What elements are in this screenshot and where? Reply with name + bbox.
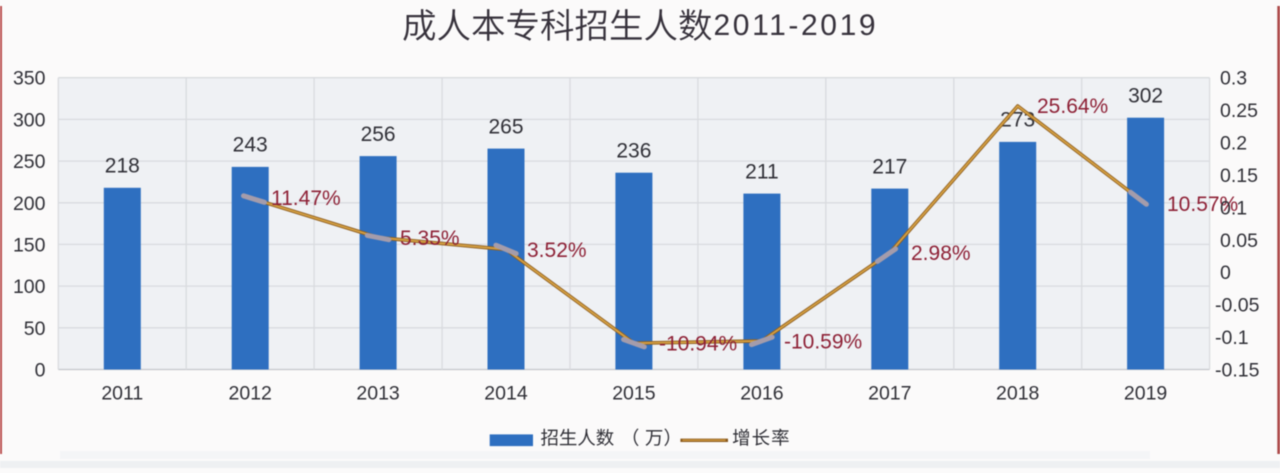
svg-text:0.1: 0.1 bbox=[1220, 197, 1247, 219]
svg-text:218: 218 bbox=[105, 155, 140, 178]
svg-text:2016: 2016 bbox=[740, 383, 783, 405]
svg-text:0.3: 0.3 bbox=[1220, 68, 1247, 90]
svg-text:256: 256 bbox=[361, 123, 396, 146]
svg-text:-0.1: -0.1 bbox=[1215, 327, 1249, 349]
svg-text:236: 236 bbox=[616, 139, 651, 162]
svg-text:2018: 2018 bbox=[996, 383, 1039, 405]
svg-text:200: 200 bbox=[13, 193, 46, 215]
svg-text:2014: 2014 bbox=[484, 383, 528, 405]
svg-text:10.57%: 10.57% bbox=[1167, 193, 1238, 216]
svg-text:350: 350 bbox=[13, 68, 46, 90]
svg-text:0.15: 0.15 bbox=[1220, 165, 1258, 187]
svg-text:211: 211 bbox=[745, 160, 778, 183]
svg-text:302: 302 bbox=[1128, 84, 1163, 107]
svg-text:2.98%: 2.98% bbox=[911, 242, 971, 265]
svg-text:2012: 2012 bbox=[229, 383, 272, 405]
svg-text:-0.15: -0.15 bbox=[1215, 360, 1260, 382]
svg-text:300: 300 bbox=[13, 109, 46, 131]
svg-text:0: 0 bbox=[35, 360, 46, 382]
svg-text:265: 265 bbox=[488, 115, 523, 138]
svg-text:150: 150 bbox=[13, 234, 46, 256]
svg-text:-10.94%: -10.94% bbox=[659, 333, 737, 356]
svg-text:2019: 2019 bbox=[1124, 383, 1167, 405]
svg-text:2011-2019: 2011-2019 bbox=[714, 9, 879, 42]
svg-text:0.2: 0.2 bbox=[1220, 133, 1247, 155]
svg-text:0.05: 0.05 bbox=[1220, 230, 1258, 252]
svg-text:2013: 2013 bbox=[356, 383, 399, 405]
svg-text:2011: 2011 bbox=[101, 383, 143, 405]
svg-text:250: 250 bbox=[13, 151, 46, 173]
svg-text:0.25: 0.25 bbox=[1220, 100, 1258, 122]
svg-text:3.52%: 3.52% bbox=[527, 239, 587, 262]
svg-text:243: 243 bbox=[233, 134, 268, 157]
svg-text:-0.05: -0.05 bbox=[1215, 295, 1260, 317]
svg-text:217: 217 bbox=[872, 155, 907, 178]
svg-text:25.64%: 25.64% bbox=[1037, 95, 1108, 118]
svg-text:0: 0 bbox=[1220, 262, 1231, 284]
svg-text:2017: 2017 bbox=[868, 383, 911, 405]
svg-text:100: 100 bbox=[13, 276, 46, 298]
svg-text:-10.59%: -10.59% bbox=[784, 330, 862, 353]
svg-text:2015: 2015 bbox=[612, 383, 656, 405]
svg-text:50: 50 bbox=[24, 318, 46, 340]
svg-text:5.35%: 5.35% bbox=[400, 227, 460, 250]
svg-text:11.47%: 11.47% bbox=[271, 187, 341, 210]
